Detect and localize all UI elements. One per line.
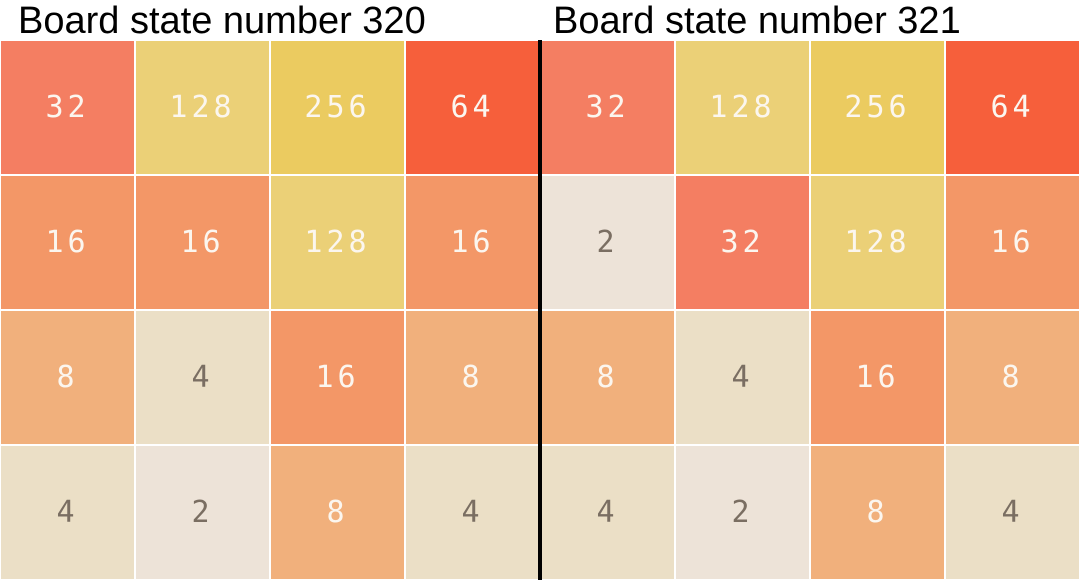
tile: 4: [0, 445, 135, 580]
tile: 8: [945, 310, 1080, 445]
tile: 8: [405, 310, 540, 445]
tile: 8: [0, 310, 135, 445]
tile: 8: [810, 445, 945, 580]
tile: 4: [675, 310, 810, 445]
board-320-title: Board state number 320: [18, 0, 426, 42]
tile: 32: [675, 175, 810, 310]
tile: 2: [540, 175, 675, 310]
tile: 128: [135, 40, 270, 175]
tile: 128: [270, 175, 405, 310]
tile: 64: [945, 40, 1080, 175]
tile: 16: [405, 175, 540, 310]
tile: 2: [675, 445, 810, 580]
tile: 8: [270, 445, 405, 580]
tile: 16: [945, 175, 1080, 310]
tile: 8: [540, 310, 675, 445]
tile: 16: [135, 175, 270, 310]
tile: 4: [540, 445, 675, 580]
tile: 16: [810, 310, 945, 445]
tile: 128: [675, 40, 810, 175]
tile: 128: [810, 175, 945, 310]
tile: 32: [0, 40, 135, 175]
tile: 2: [135, 445, 270, 580]
tile: 16: [0, 175, 135, 310]
board-divider: [538, 40, 542, 580]
tile: 64: [405, 40, 540, 175]
tile: 256: [270, 40, 405, 175]
board-320-grid: 32 128 256 64 16 16 128 16 8 4 16 8 4 2 8 4: [0, 40, 540, 580]
tile: 256: [810, 40, 945, 175]
tile: 32: [540, 40, 675, 175]
tile: 4: [945, 445, 1080, 580]
board-321-title: Board state number 321: [553, 0, 961, 42]
tile: 4: [135, 310, 270, 445]
board-321-grid: 32 128 256 64 2 32 128 16 8 4 16 8 4 2 8 4: [540, 40, 1080, 580]
tile: 4: [405, 445, 540, 580]
tile: 16: [270, 310, 405, 445]
